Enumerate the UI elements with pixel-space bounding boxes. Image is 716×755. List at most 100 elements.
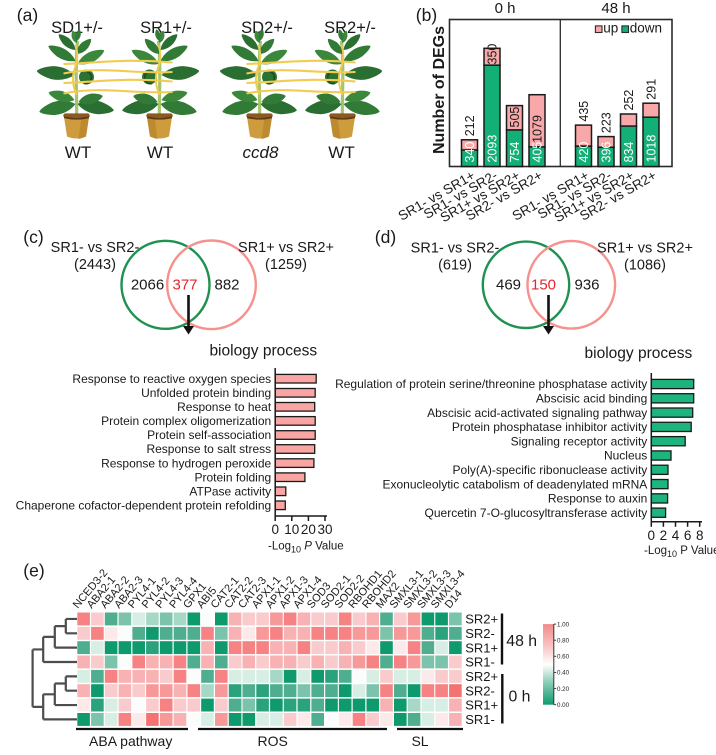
svg-text:SR1+: SR1+ — [465, 698, 498, 713]
svg-text:SR1-: SR1- — [465, 655, 495, 670]
svg-text:down: down — [630, 20, 662, 35]
svg-text:WT: WT — [328, 143, 354, 162]
svg-text:396: 396 — [599, 142, 613, 163]
svg-text:340: 340 — [463, 142, 477, 163]
svg-text:(1086): (1086) — [624, 258, 666, 274]
svg-text:biology process: biology process — [585, 345, 693, 362]
svg-text:0.00: 0.00 — [557, 702, 570, 709]
svg-text:(d): (d) — [375, 227, 396, 247]
svg-text:0.40: 0.40 — [557, 670, 570, 677]
svg-text:0.80: 0.80 — [557, 637, 570, 644]
svg-text:291: 291 — [644, 79, 658, 100]
svg-text:SR1+ vs SR2+: SR1+ vs SR2+ — [238, 240, 334, 256]
svg-text:150: 150 — [531, 277, 556, 294]
svg-text:0: 0 — [648, 528, 656, 543]
svg-text:Nucleus: Nucleus — [604, 449, 647, 463]
svg-text:Abscisic acid-activated signal: Abscisic acid-activated signaling pathwa… — [427, 406, 647, 420]
svg-text:Signaling receptor activity: Signaling receptor activity — [511, 434, 648, 448]
svg-text:30: 30 — [317, 522, 332, 537]
svg-text:20: 20 — [301, 522, 316, 537]
svg-text:1018: 1018 — [644, 135, 658, 163]
svg-text:377: 377 — [172, 276, 197, 293]
svg-text:WT: WT — [147, 143, 173, 162]
svg-text:ccd8: ccd8 — [243, 143, 279, 162]
svg-text:WT: WT — [65, 143, 91, 162]
svg-text:Response to hydrogen peroxide: Response to hydrogen peroxide — [101, 456, 271, 470]
svg-text:1.00: 1.00 — [557, 621, 570, 628]
svg-text:754: 754 — [508, 142, 522, 163]
svg-text:420: 420 — [577, 142, 591, 163]
svg-text:SR1-: SR1- — [465, 712, 495, 727]
svg-text:Response to heat: Response to heat — [177, 400, 272, 414]
svg-text:biology process: biology process — [209, 343, 317, 360]
svg-text:223: 223 — [599, 112, 613, 133]
svg-text:ROS: ROS — [258, 733, 288, 749]
svg-text:SR1+: SR1+ — [465, 640, 498, 655]
svg-text:834: 834 — [622, 142, 636, 163]
svg-text:Protein complex oligomerizatio: Protein complex oligomerization — [101, 414, 271, 428]
svg-text:(e): (e) — [23, 561, 44, 581]
svg-text:SR1- vs SR2-: SR1- vs SR2- — [411, 241, 500, 257]
svg-text:SR1- vs SR2-: SR1- vs SR2- — [51, 240, 140, 256]
svg-text:6: 6 — [684, 528, 692, 543]
svg-text:SR2-: SR2- — [465, 626, 495, 641]
svg-text:Response to reactive oxygen sp: Response to reactive oxygen species — [72, 372, 271, 386]
svg-text:ABA pathway: ABA pathway — [89, 733, 172, 749]
svg-text:0.20: 0.20 — [557, 686, 570, 693]
svg-text:48 h: 48 h — [601, 0, 630, 17]
svg-text:up: up — [603, 20, 618, 35]
svg-text:SL: SL — [411, 733, 428, 749]
svg-text:936: 936 — [574, 277, 599, 294]
svg-text:SD1+/-: SD1+/- — [51, 19, 103, 37]
svg-text:48 h: 48 h — [506, 633, 537, 650]
svg-text:Number of DEGs: Number of DEGs — [431, 26, 448, 154]
svg-text:(2443): (2443) — [74, 257, 116, 273]
svg-text:Response to salt stress: Response to salt stress — [146, 442, 271, 456]
svg-text:SR2+/-: SR2+/- — [324, 19, 376, 37]
svg-text:(c): (c) — [23, 227, 43, 247]
svg-text:212: 212 — [463, 115, 477, 136]
svg-text:1079: 1079 — [530, 115, 544, 143]
svg-text:350: 350 — [485, 44, 499, 65]
svg-text:8: 8 — [696, 528, 704, 543]
svg-text:(1259): (1259) — [265, 257, 307, 273]
svg-text:Abscisic acid binding: Abscisic acid binding — [536, 392, 647, 406]
svg-text:252: 252 — [622, 90, 636, 111]
svg-text:Response to auxin: Response to auxin — [548, 492, 647, 506]
svg-text:SR1+/-: SR1+/- — [140, 19, 192, 37]
svg-text:Unfolded protein binding: Unfolded protein binding — [141, 386, 271, 400]
svg-text:10: 10 — [284, 522, 299, 537]
svg-text:ATPase activity: ATPase activity — [189, 485, 271, 499]
svg-text:0 h: 0 h — [495, 0, 516, 17]
svg-text:Poly(A)-specific ribonuclease: Poly(A)-specific ribonuclease activity — [453, 463, 648, 477]
svg-text:Protein self-association: Protein self-association — [147, 428, 271, 442]
svg-text:882: 882 — [214, 276, 239, 293]
svg-text:SR1+ vs SR2+: SR1+ vs SR2+ — [597, 241, 693, 257]
svg-text:Regulation of protein serine/t: Regulation of protein serine/threonine p… — [335, 377, 647, 391]
svg-text:Protein phosphatase inhibitor: Protein phosphatase inhibitor activity — [452, 420, 647, 434]
svg-text:0: 0 — [271, 522, 279, 537]
svg-text:(b): (b) — [416, 5, 437, 25]
svg-text:Chaperone cofactor-dependent p: Chaperone cofactor-dependent protein ref… — [16, 499, 272, 513]
svg-text:435: 435 — [577, 101, 591, 122]
svg-text:SR2+: SR2+ — [465, 669, 498, 684]
svg-text:SR2+: SR2+ — [465, 612, 498, 627]
svg-text:2093: 2093 — [485, 135, 499, 163]
svg-text:SD2+/-: SD2+/- — [241, 19, 293, 37]
svg-text:Quercetin 7-O-glucosyltransfer: Quercetin 7-O-glucosyltransferase activi… — [425, 506, 648, 520]
svg-text:SR2-: SR2- — [465, 683, 495, 698]
svg-text:4: 4 — [672, 528, 680, 543]
svg-text:Exonucleolytic catabolism of d: Exonucleolytic catabolism of deadenylate… — [382, 477, 647, 491]
svg-text:-Log10 P Value: -Log10 P Value — [644, 545, 716, 559]
svg-text:(619): (619) — [438, 258, 472, 274]
svg-text:2066: 2066 — [131, 276, 164, 293]
svg-text:0 h: 0 h — [509, 689, 531, 706]
svg-text:0.60: 0.60 — [557, 654, 570, 661]
svg-text:2: 2 — [660, 528, 668, 543]
svg-text:Protein folding: Protein folding — [194, 470, 271, 484]
svg-text:505: 505 — [508, 107, 522, 128]
svg-text:-Log10 P Value: -Log10 P Value — [268, 541, 344, 555]
svg-text:469: 469 — [496, 277, 521, 294]
svg-text:405: 405 — [530, 142, 544, 163]
svg-text:(a): (a) — [17, 5, 38, 25]
